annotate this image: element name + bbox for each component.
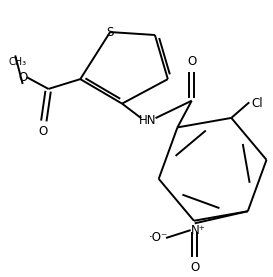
Text: N⁺: N⁺ (191, 224, 205, 237)
Text: O: O (39, 125, 48, 138)
Text: ·O⁻: ·O⁻ (148, 232, 168, 245)
Text: O: O (18, 71, 27, 84)
Text: S: S (106, 25, 114, 39)
Text: CH₃: CH₃ (8, 57, 26, 67)
Text: HN: HN (139, 114, 157, 127)
Text: Cl: Cl (251, 97, 263, 110)
Text: O: O (190, 261, 199, 274)
Text: O: O (187, 55, 196, 68)
